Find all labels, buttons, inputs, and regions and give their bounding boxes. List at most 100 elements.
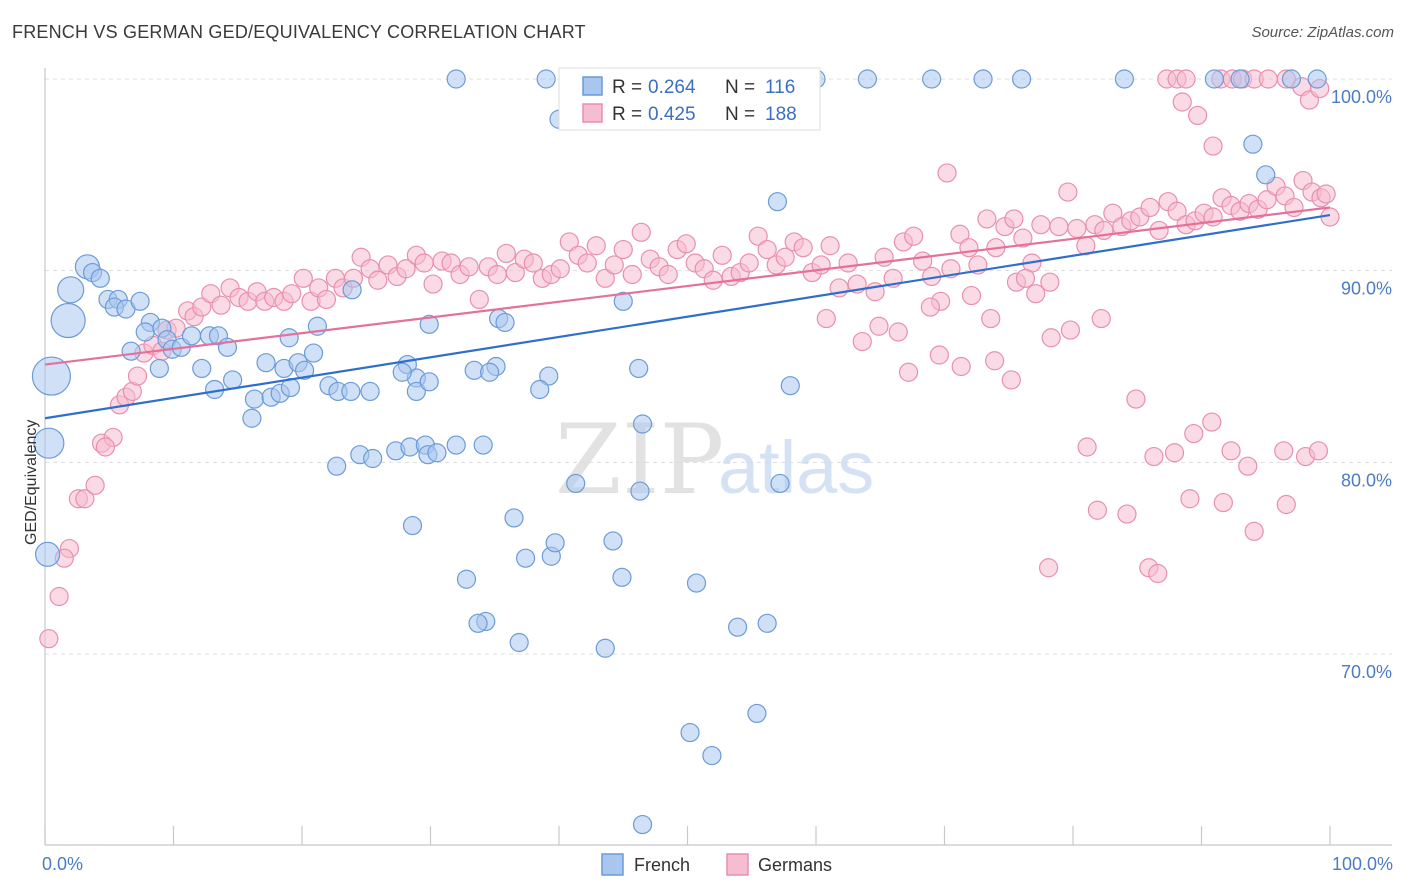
- german-point: [282, 284, 302, 304]
- german-point: [1001, 370, 1021, 390]
- tick-labels: 70.0% 80.0% 90.0% 100.0% 0.0% 100.0%: [42, 87, 1393, 874]
- french-point: [973, 69, 993, 89]
- german-point: [739, 253, 759, 273]
- german-point: [487, 264, 507, 285]
- german-point: [523, 253, 543, 273]
- german-point: [869, 316, 889, 336]
- german-point: [1060, 320, 1081, 340]
- german-point: [1031, 215, 1051, 235]
- french-point: [629, 358, 649, 379]
- german-point: [496, 243, 516, 264]
- german-point: [368, 270, 388, 290]
- german-point: [793, 238, 813, 258]
- german-point: [1015, 268, 1036, 288]
- y-tick-label: 80.0%: [1341, 470, 1392, 490]
- german-point: [622, 264, 642, 285]
- german-point: [39, 629, 59, 649]
- german-point: [1284, 197, 1304, 218]
- trend-lines: [44, 206, 1331, 420]
- french-point: [130, 291, 150, 311]
- french-point: [33, 427, 65, 459]
- legend-swatch-german: [582, 103, 603, 123]
- german-point: [1103, 203, 1123, 223]
- german-point: [1149, 220, 1169, 241]
- german-point: [904, 226, 924, 246]
- french-point: [603, 531, 623, 551]
- german-point: [1308, 441, 1329, 461]
- german-point: [748, 226, 768, 246]
- german-point: [959, 238, 979, 258]
- french-point: [149, 358, 169, 379]
- german-point: [961, 285, 982, 306]
- french-point: [1230, 69, 1250, 89]
- german-point: [985, 351, 1005, 371]
- french-point: [480, 362, 500, 382]
- german-point: [658, 264, 678, 285]
- german-point: [757, 239, 777, 260]
- bottom-legend-label-french: French: [634, 855, 690, 875]
- source-label: Source: ZipAtlas.com: [1251, 24, 1394, 41]
- german-point: [1038, 558, 1059, 578]
- french-point: [181, 326, 202, 346]
- french-point: [57, 276, 85, 304]
- german-point: [75, 489, 95, 509]
- german-point: [211, 295, 231, 315]
- french-point: [468, 613, 488, 633]
- french-point: [419, 314, 439, 334]
- german-point: [127, 366, 148, 386]
- german-point: [1213, 492, 1233, 513]
- german-point: [423, 274, 443, 294]
- french-point: [342, 280, 362, 300]
- german-point: [577, 253, 597, 273]
- german-point: [604, 255, 624, 275]
- french-point: [363, 448, 383, 469]
- french-point: [757, 613, 777, 633]
- french-point: [566, 473, 586, 494]
- german-point: [505, 262, 525, 283]
- german-point: [396, 259, 416, 279]
- legend-n-value-german: 188: [765, 104, 797, 125]
- german-point: [775, 247, 795, 267]
- german-point: [550, 259, 570, 279]
- bottom-legend-swatch-german: [726, 853, 749, 876]
- french-point: [446, 435, 466, 455]
- german-point: [95, 437, 115, 457]
- y-tick-label: 100.0%: [1331, 87, 1392, 107]
- german-point: [898, 362, 919, 382]
- german-point: [838, 253, 858, 273]
- german-point: [816, 308, 836, 329]
- german-point: [1148, 563, 1168, 584]
- french-point: [256, 353, 276, 373]
- bottom-legend: French Germans: [601, 853, 832, 876]
- french-point: [530, 379, 550, 400]
- german-point: [1067, 218, 1087, 239]
- y-axis-label: GED/Equivalency: [23, 420, 40, 545]
- french-point: [632, 814, 653, 835]
- french-point: [767, 192, 788, 212]
- german-point: [459, 257, 479, 277]
- french-point: [680, 722, 700, 743]
- french-point: [473, 435, 493, 455]
- german-point: [414, 253, 434, 273]
- german-point: [85, 475, 105, 495]
- french-point: [279, 328, 299, 348]
- french-point: [770, 473, 790, 494]
- german-point: [950, 224, 970, 244]
- german-point: [631, 222, 651, 242]
- german-point: [586, 236, 606, 256]
- y-tick-label: 70.0%: [1341, 662, 1392, 682]
- german-points: [39, 69, 1340, 649]
- french-point: [50, 302, 86, 339]
- german-point: [1087, 500, 1108, 520]
- german-point: [977, 209, 997, 229]
- german-point: [1167, 201, 1187, 221]
- german-point: [1091, 308, 1111, 329]
- german-point: [1040, 272, 1060, 292]
- french-point: [1011, 69, 1032, 89]
- german-trend-line: [44, 206, 1331, 366]
- german-point: [469, 289, 489, 310]
- french-point: [857, 69, 878, 89]
- french-point: [1204, 69, 1224, 89]
- german-point: [49, 586, 69, 607]
- german-point: [1172, 92, 1192, 112]
